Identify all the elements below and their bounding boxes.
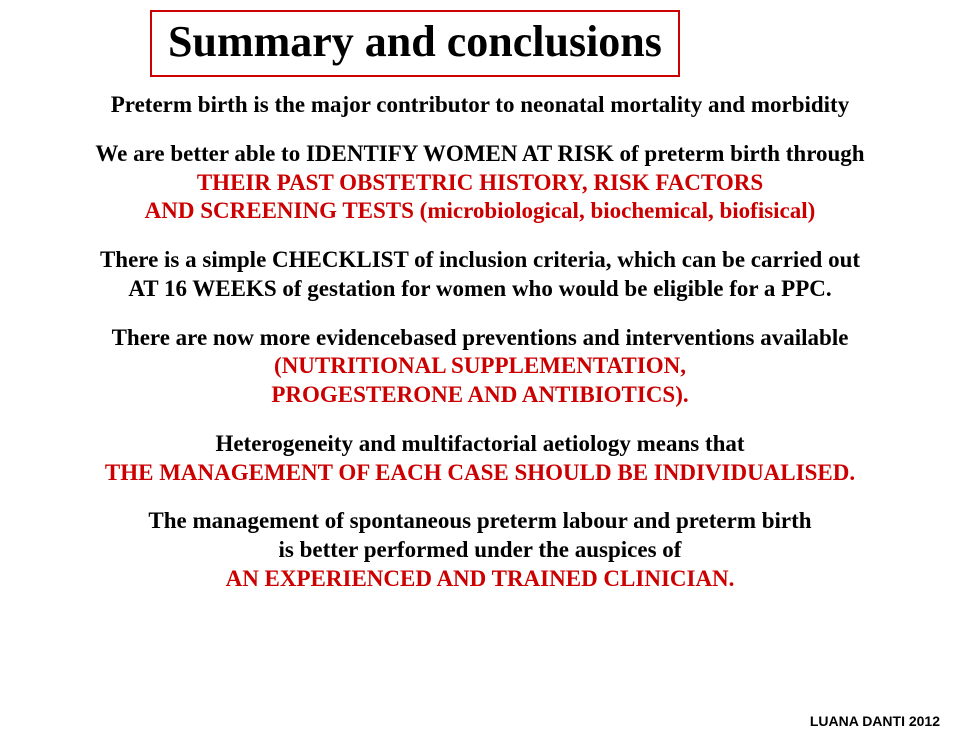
text-span: There are now more evidencebased prevent… (112, 325, 849, 350)
text-span: AT 16 WEEKS of gestation for women who w… (128, 276, 831, 301)
text-span: Preterm birth is the major contributor t… (111, 92, 849, 117)
paragraph: Preterm birth is the major contributor t… (30, 91, 930, 120)
text-span: The management of spontaneous preterm la… (148, 508, 811, 533)
paragraph: We are better able to IDENTIFY WOMEN AT … (30, 140, 930, 226)
text-span: THEIR PAST OBSTETRIC HISTORY, RISK FACTO… (197, 170, 763, 195)
text-span: PROGESTERONE AND ANTIBIOTICS). (271, 382, 688, 407)
text-span: We are better able to IDENTIFY WOMEN AT … (95, 141, 864, 166)
content: Preterm birth is the major contributor t… (30, 91, 930, 594)
title-box: Summary and conclusions (150, 10, 680, 77)
paragraph: Heterogeneity and multifactorial aetiolo… (30, 430, 930, 488)
paragraph: There are now more evidencebased prevent… (30, 324, 930, 410)
text-span: THE MANAGEMENT OF EACH CASE SHOULD BE IN… (105, 460, 855, 485)
text-span: Heterogeneity and multifactorial aetiolo… (215, 431, 744, 456)
page-title: Summary and conclusions (168, 16, 662, 67)
text-span: is better performed under the auspices o… (279, 537, 682, 562)
paragraph: The management of spontaneous preterm la… (30, 507, 930, 593)
text-span: There is a simple CHECKLIST of inclusion… (100, 247, 860, 272)
text-span: AND SCREENING TESTS (microbiological, bi… (145, 198, 816, 223)
paragraph: There is a simple CHECKLIST of inclusion… (30, 246, 930, 304)
text-span: AN EXPERIENCED AND TRAINED CLINICIAN. (226, 566, 735, 591)
text-span: (NUTRITIONAL SUPPLEMENTATION, (274, 353, 686, 378)
footer-label: LUANA DANTI 2012 (810, 713, 940, 729)
